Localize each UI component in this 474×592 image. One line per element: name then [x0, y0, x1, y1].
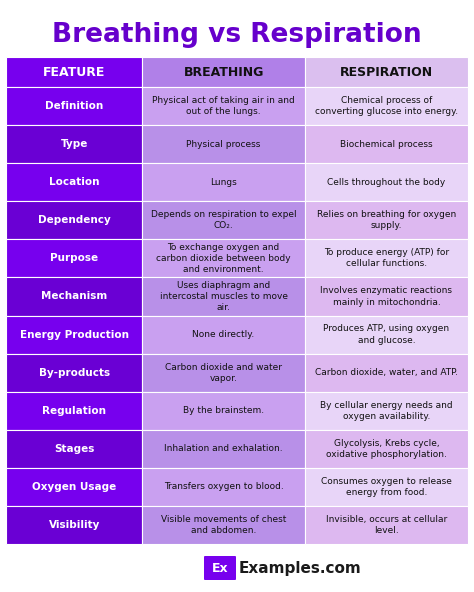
FancyBboxPatch shape [305, 392, 468, 430]
FancyBboxPatch shape [142, 163, 305, 201]
Text: Involves enzymatic reactions
mainly in mitochondria.: Involves enzymatic reactions mainly in m… [320, 287, 453, 307]
FancyBboxPatch shape [305, 316, 468, 353]
FancyBboxPatch shape [6, 468, 142, 506]
Text: Physical process: Physical process [186, 140, 261, 149]
FancyBboxPatch shape [305, 430, 468, 468]
Text: Biochemical process: Biochemical process [340, 140, 433, 149]
FancyBboxPatch shape [142, 57, 305, 87]
FancyBboxPatch shape [142, 125, 305, 163]
Text: Glycolysis, Krebs cycle,
oxidative phosphorylation.: Glycolysis, Krebs cycle, oxidative phosp… [326, 439, 447, 459]
Text: Purpose: Purpose [50, 253, 98, 263]
Text: Inhalation and exhalation.: Inhalation and exhalation. [164, 444, 283, 453]
FancyBboxPatch shape [6, 201, 142, 239]
FancyBboxPatch shape [6, 57, 142, 87]
FancyBboxPatch shape [6, 506, 142, 544]
FancyBboxPatch shape [6, 239, 142, 278]
FancyBboxPatch shape [305, 468, 468, 506]
FancyBboxPatch shape [305, 353, 468, 392]
Text: By the brainstem.: By the brainstem. [183, 406, 264, 415]
Text: Consumes oxygen to release
energy from food.: Consumes oxygen to release energy from f… [321, 477, 452, 497]
Text: Depends on respiration to expel
CO₂.: Depends on respiration to expel CO₂. [151, 210, 296, 230]
FancyBboxPatch shape [142, 316, 305, 353]
Text: Carbon dioxide, water, and ATP.: Carbon dioxide, water, and ATP. [315, 368, 458, 377]
Text: To exchange oxygen and
carbon dioxide between body
and environment.: To exchange oxygen and carbon dioxide be… [156, 243, 291, 274]
Text: Carbon dioxide and water
vapor.: Carbon dioxide and water vapor. [165, 362, 282, 382]
FancyBboxPatch shape [6, 316, 142, 353]
Text: RESPIRATION: RESPIRATION [340, 66, 433, 79]
FancyBboxPatch shape [142, 392, 305, 430]
FancyBboxPatch shape [6, 125, 142, 163]
Text: Cells throughout the body: Cells throughout the body [328, 178, 446, 186]
FancyBboxPatch shape [142, 239, 305, 278]
FancyBboxPatch shape [305, 201, 468, 239]
FancyBboxPatch shape [6, 278, 142, 316]
Text: Location: Location [49, 177, 100, 187]
Text: Invisible, occurs at cellular
level.: Invisible, occurs at cellular level. [326, 515, 447, 535]
FancyBboxPatch shape [142, 353, 305, 392]
Text: Uses diaphragm and
intercostal muscles to move
air.: Uses diaphragm and intercostal muscles t… [160, 281, 288, 312]
FancyBboxPatch shape [305, 87, 468, 125]
Text: Physical act of taking air in and
out of the lungs.: Physical act of taking air in and out of… [152, 96, 295, 116]
FancyBboxPatch shape [142, 430, 305, 468]
Text: Definition: Definition [45, 101, 103, 111]
FancyBboxPatch shape [6, 163, 142, 201]
Text: Oxygen Usage: Oxygen Usage [32, 482, 116, 492]
Text: To produce energy (ATP) for
cellular functions.: To produce energy (ATP) for cellular fun… [324, 248, 449, 268]
Text: Produces ATP, using oxygen
and glucose.: Produces ATP, using oxygen and glucose. [323, 324, 449, 345]
FancyBboxPatch shape [305, 57, 468, 87]
Text: Ex: Ex [212, 561, 228, 574]
FancyBboxPatch shape [6, 87, 142, 125]
FancyBboxPatch shape [6, 353, 142, 392]
Text: Lungs: Lungs [210, 178, 237, 186]
Text: FEATURE: FEATURE [43, 66, 105, 79]
Text: Relies on breathing for oxygen
supply.: Relies on breathing for oxygen supply. [317, 210, 456, 230]
Text: None directly.: None directly. [192, 330, 255, 339]
Text: Dependency: Dependency [38, 215, 110, 226]
FancyBboxPatch shape [305, 506, 468, 544]
Text: Chemical process of
converting glucose into energy.: Chemical process of converting glucose i… [315, 96, 458, 116]
FancyBboxPatch shape [142, 506, 305, 544]
FancyBboxPatch shape [142, 87, 305, 125]
Text: Stages: Stages [54, 444, 94, 454]
FancyBboxPatch shape [142, 201, 305, 239]
Text: Transfers oxygen to blood.: Transfers oxygen to blood. [164, 482, 283, 491]
FancyBboxPatch shape [6, 392, 142, 430]
FancyBboxPatch shape [305, 278, 468, 316]
Text: Visibility: Visibility [48, 520, 100, 530]
Text: Examples.com: Examples.com [239, 561, 362, 575]
Text: BREATHING: BREATHING [183, 66, 264, 79]
Text: Visible movements of chest
and abdomen.: Visible movements of chest and abdomen. [161, 515, 286, 535]
FancyBboxPatch shape [305, 239, 468, 278]
Text: By-products: By-products [38, 368, 109, 378]
FancyBboxPatch shape [305, 163, 468, 201]
FancyBboxPatch shape [204, 556, 236, 580]
FancyBboxPatch shape [305, 125, 468, 163]
Text: By cellular energy needs and
oxygen availability.: By cellular energy needs and oxygen avai… [320, 401, 453, 421]
FancyBboxPatch shape [142, 468, 305, 506]
Text: Type: Type [61, 139, 88, 149]
Text: Regulation: Regulation [42, 406, 106, 416]
Text: Energy Production: Energy Production [19, 330, 128, 340]
FancyBboxPatch shape [142, 278, 305, 316]
Text: Breathing vs Respiration: Breathing vs Respiration [52, 22, 422, 48]
FancyBboxPatch shape [6, 430, 142, 468]
Text: Mechanism: Mechanism [41, 291, 107, 301]
